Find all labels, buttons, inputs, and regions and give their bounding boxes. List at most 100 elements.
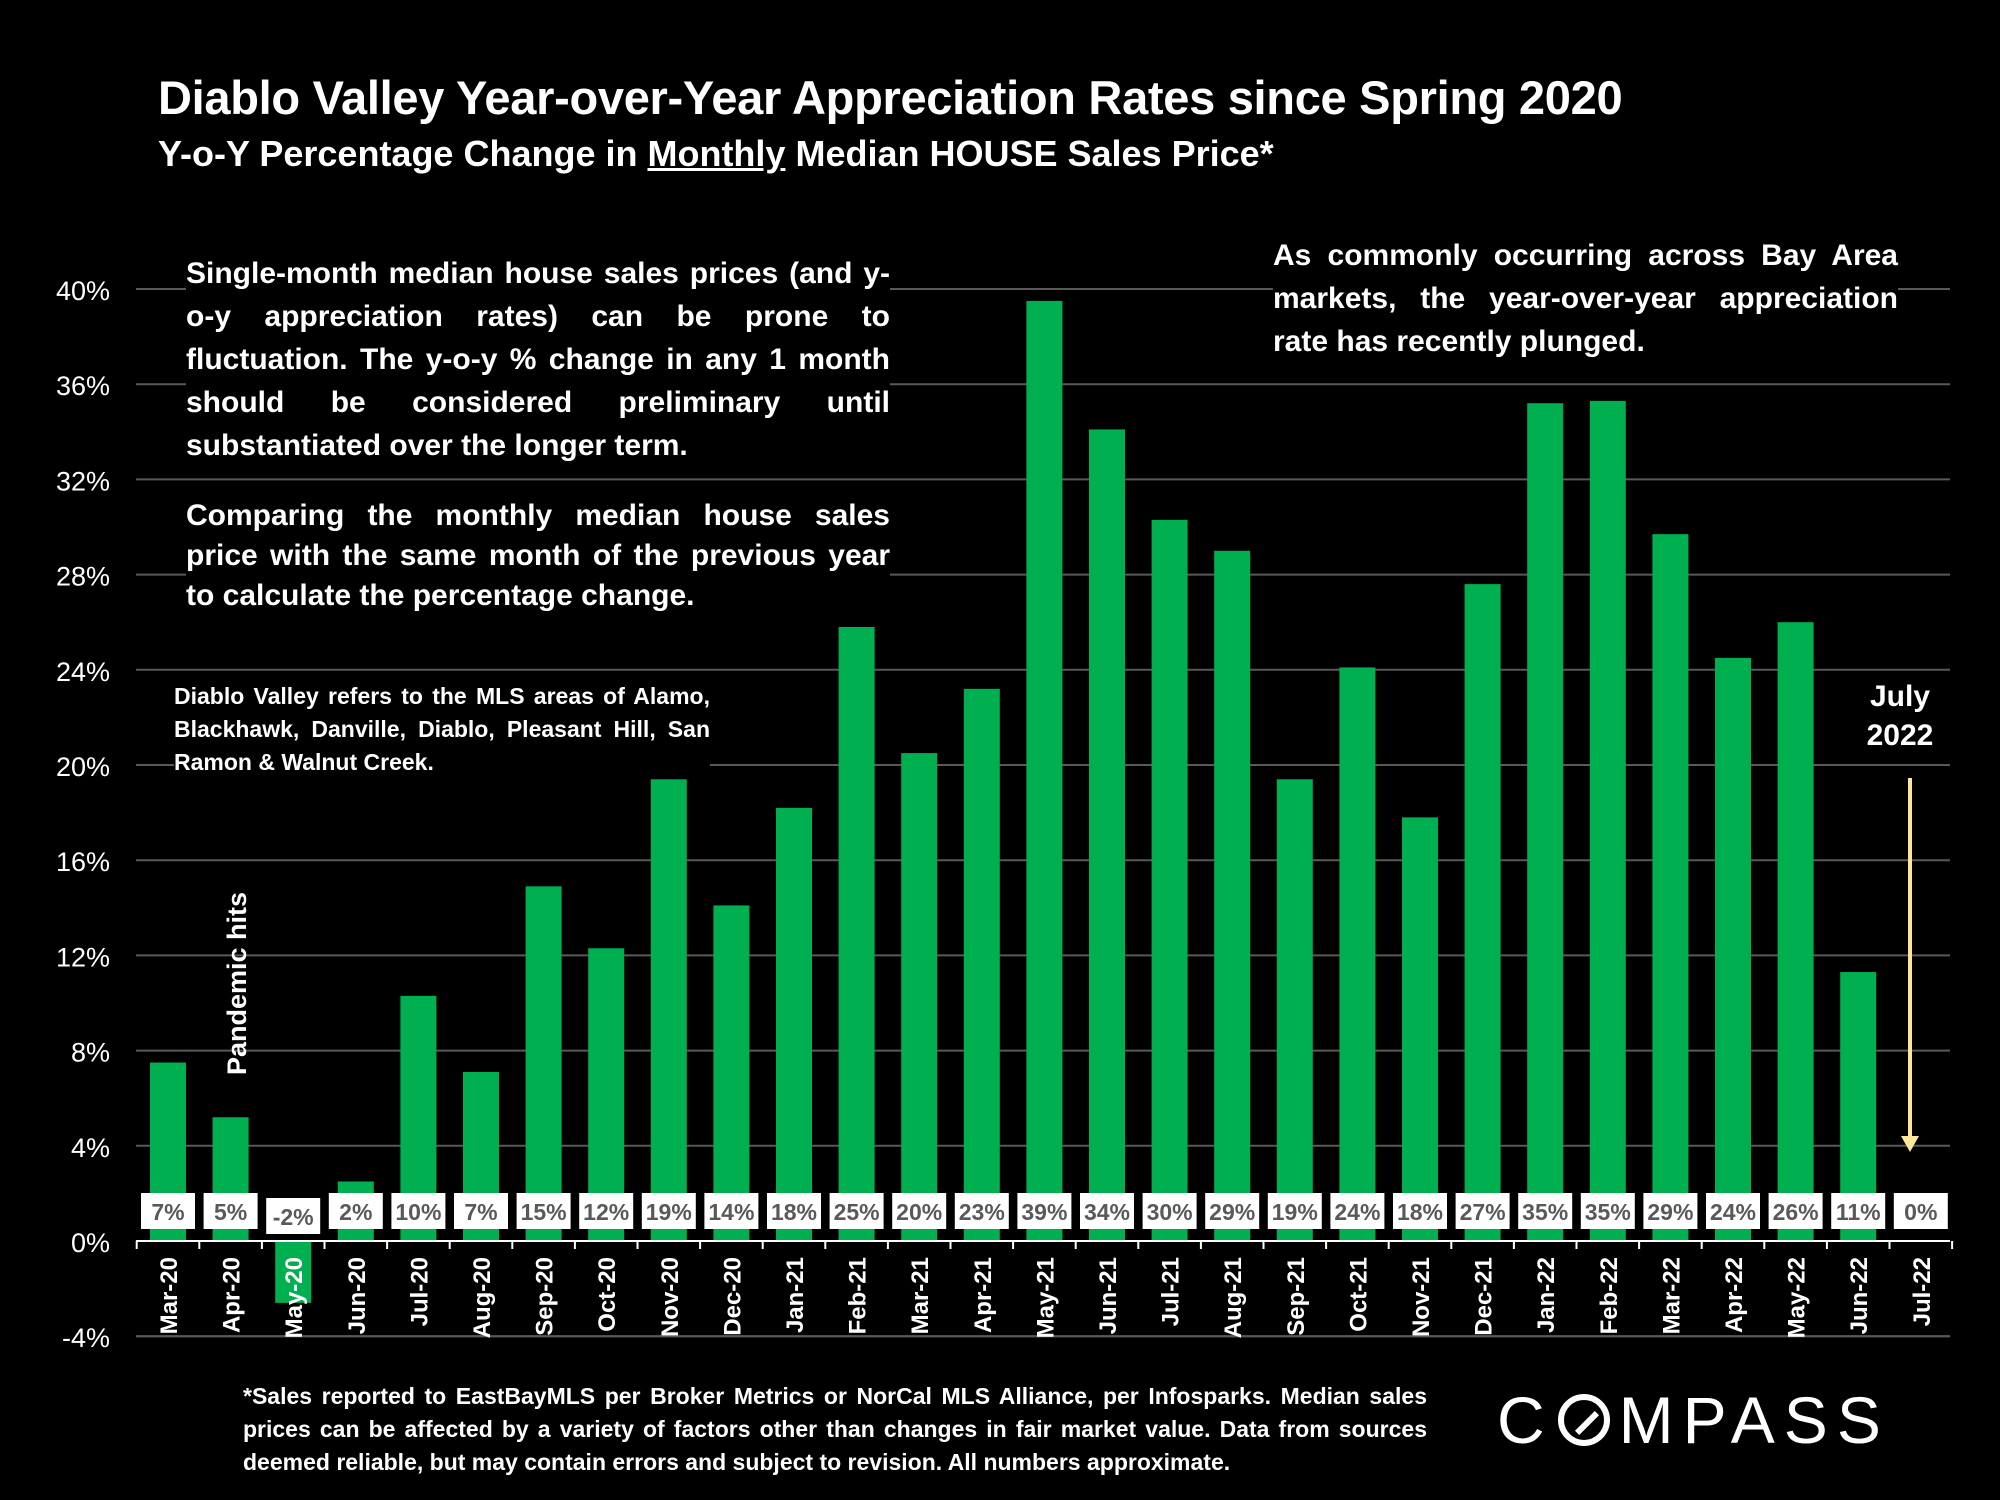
data-label: 34% [1084, 1199, 1130, 1225]
subtitle-suffix: Median HOUSE Sales Price* [785, 133, 1274, 174]
y-tick-label: 36% [56, 371, 110, 401]
data-label-box [1768, 1193, 1823, 1229]
bar [1464, 584, 1501, 1241]
data-label: 14% [708, 1199, 754, 1225]
x-category-label: May-21 [1032, 1257, 1059, 1338]
data-label: 23% [959, 1199, 1005, 1225]
x-category-label: Apr-22 [1721, 1257, 1748, 1333]
x-category-label: May-20 [281, 1257, 308, 1338]
data-label-box [1205, 1193, 1260, 1229]
logo-text-right: MPASS [1618, 1383, 1890, 1457]
data-label: 20% [896, 1199, 942, 1225]
data-label: 7% [151, 1199, 184, 1225]
x-category-label: Jan-21 [782, 1257, 809, 1333]
x-category-label: Jul-21 [1158, 1257, 1185, 1326]
data-label-box [328, 1193, 383, 1229]
data-label: 10% [395, 1199, 441, 1225]
data-label-box [1017, 1193, 1072, 1229]
data-label: 29% [1647, 1199, 1693, 1225]
data-label-box [892, 1193, 947, 1229]
data-label-box [454, 1193, 508, 1229]
y-tick-label: 0% [71, 1228, 110, 1258]
bar [963, 688, 1000, 1241]
x-category-label: Aug-21 [1220, 1257, 1247, 1338]
bar [275, 1241, 312, 1303]
bar [1402, 817, 1438, 1241]
data-label-box [1831, 1193, 1886, 1229]
data-label-box [1643, 1193, 1698, 1229]
data-label: -2% [273, 1204, 314, 1230]
logo-o-icon [1557, 1394, 1610, 1446]
data-label-box [704, 1193, 759, 1229]
x-category-label: Mar-22 [1658, 1257, 1685, 1334]
x-category-label: May-22 [1784, 1257, 1811, 1338]
data-label: 0% [1904, 1199, 1937, 1225]
data-label-box [829, 1193, 884, 1229]
data-label-box [641, 1193, 696, 1229]
year-label: 2022 [1866, 719, 1934, 752]
x-category-label: Jun-22 [1846, 1257, 1873, 1334]
bar [650, 779, 687, 1241]
bar [1026, 300, 1063, 1241]
bar [713, 905, 750, 1241]
pandemic-annotation: Pandemic hits [222, 891, 252, 1075]
bar [1151, 519, 1188, 1241]
data-label-box [1330, 1193, 1385, 1229]
data-label: 19% [646, 1199, 692, 1225]
x-category-label: Mar-20 [156, 1257, 183, 1334]
x-category-label: Jun-21 [1095, 1257, 1122, 1334]
x-category-label: Nov-21 [1408, 1257, 1435, 1337]
data-label-box [1393, 1193, 1447, 1229]
bar [1589, 400, 1626, 1241]
x-category-label: Aug-20 [469, 1257, 496, 1338]
data-label: 7% [464, 1199, 497, 1225]
x-category-label: Jun-20 [344, 1257, 371, 1334]
data-label-box [1893, 1193, 1948, 1229]
x-category-label: Sep-20 [532, 1257, 559, 1336]
july-arrow-head [1901, 1136, 1919, 1152]
data-label-box [391, 1193, 446, 1229]
x-category-label: Dec-21 [1471, 1257, 1498, 1336]
x-category-label: Feb-21 [845, 1257, 872, 1334]
data-label-box [203, 1193, 258, 1229]
bar [525, 886, 562, 1241]
y-tick-label: 28% [56, 562, 110, 592]
subtitle-underlined: Monthly [647, 133, 786, 174]
data-label: 35% [1522, 1199, 1568, 1225]
data-label: 30% [1147, 1199, 1193, 1225]
y-tick-label: 8% [71, 1038, 110, 1068]
bar [1089, 429, 1125, 1241]
bar [588, 948, 625, 1241]
y-tick-label: 40% [56, 276, 110, 306]
data-label-box [1455, 1193, 1510, 1229]
x-category-label: Oct-20 [594, 1257, 621, 1332]
bar [1652, 534, 1689, 1241]
data-label-box [1580, 1193, 1635, 1229]
data-label: 26% [1773, 1199, 1819, 1225]
bar [1276, 779, 1313, 1241]
data-label: 35% [1585, 1199, 1631, 1225]
x-category-label: Dec-20 [719, 1257, 746, 1336]
y-tick-label: 12% [56, 942, 110, 972]
x-category-label: Feb-22 [1596, 1257, 1623, 1334]
y-tick-label: 16% [56, 847, 110, 877]
data-label: 12% [583, 1199, 629, 1225]
data-label-box [1080, 1193, 1134, 1229]
chart-title: Diablo Valley Year-over-Year Appreciatio… [158, 71, 1623, 124]
july-label: July [1869, 680, 1931, 713]
x-category-label: Apr-20 [219, 1257, 246, 1333]
data-label-box [516, 1193, 571, 1229]
data-label: 29% [1209, 1199, 1255, 1225]
x-category-label: Jul-22 [1909, 1257, 1936, 1326]
x-category-label: Mar-21 [907, 1257, 934, 1334]
data-label-box [1706, 1193, 1760, 1229]
data-label: 2% [339, 1199, 372, 1225]
x-category-label: Nov-20 [657, 1257, 684, 1337]
y-tick-label: 32% [56, 466, 110, 496]
bar [1214, 550, 1251, 1241]
bar [1777, 622, 1814, 1241]
x-category-label: Oct-21 [1345, 1257, 1372, 1332]
bay-area-note: As commonly occurring across Bay Area ma… [1273, 234, 1898, 363]
data-label-box [1518, 1193, 1573, 1229]
